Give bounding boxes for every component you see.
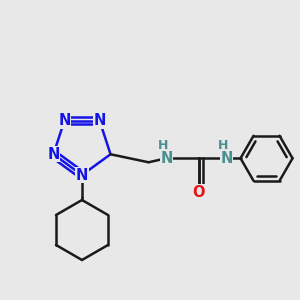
Text: N: N <box>76 167 88 182</box>
Text: H: H <box>218 139 229 152</box>
Text: N: N <box>47 147 60 162</box>
Text: N: N <box>93 113 106 128</box>
Text: N: N <box>160 151 173 166</box>
Text: N: N <box>220 151 233 166</box>
Text: H: H <box>158 139 169 152</box>
Text: O: O <box>192 185 205 200</box>
Text: N: N <box>58 113 70 128</box>
